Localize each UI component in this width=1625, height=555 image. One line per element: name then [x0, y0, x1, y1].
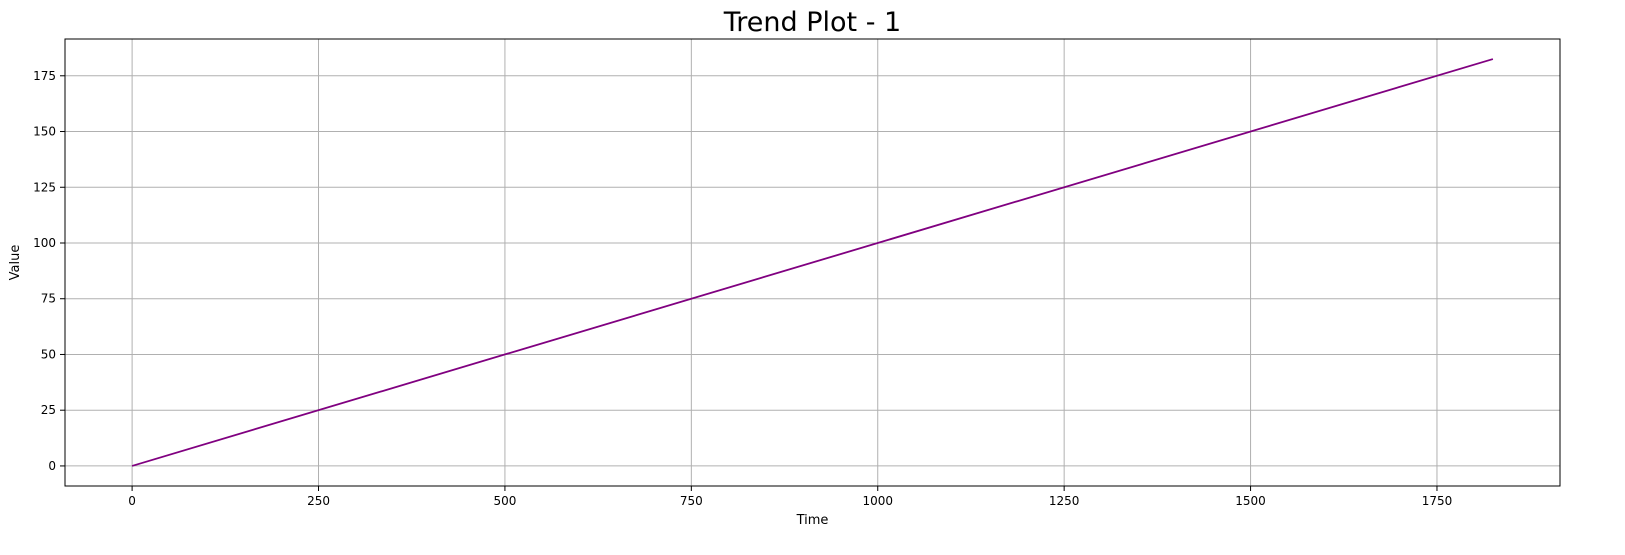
x-tick-label: 1750 [1422, 494, 1453, 508]
axis-ticks: 0 250 500 750 1000 1250 1500 1750 0 25 50 75 100 125 1… [33, 69, 1452, 508]
y-tick-label: 125 [33, 180, 56, 194]
x-axis-label: Time [796, 513, 829, 528]
plot-area-frame [64, 38, 1561, 487]
y-tick-label: 175 [33, 69, 56, 83]
chart-title: Trend Plot - 1 [723, 7, 901, 38]
series-line [131, 58, 1494, 467]
y-tick-label: 25 [41, 403, 56, 417]
x-tick-label: 250 [307, 494, 330, 508]
y-tick-label: 100 [33, 236, 56, 250]
y-tick-label: 75 [41, 292, 56, 306]
x-tick-label: 500 [493, 494, 516, 508]
y-tick-label: 0 [48, 459, 56, 473]
x-tick-label: 0 [128, 494, 136, 508]
series-lines [131, 58, 1494, 467]
y-axis-label: Value [8, 245, 23, 281]
x-tick-label: 1500 [1235, 494, 1266, 508]
x-tick-label: 750 [680, 494, 703, 508]
grid-lines [65, 39, 1560, 486]
y-tick-label: 50 [41, 347, 56, 361]
x-tick-label: 1250 [1049, 494, 1080, 508]
y-tick-label: 150 [33, 125, 56, 139]
x-tick-label: 1000 [862, 494, 893, 508]
